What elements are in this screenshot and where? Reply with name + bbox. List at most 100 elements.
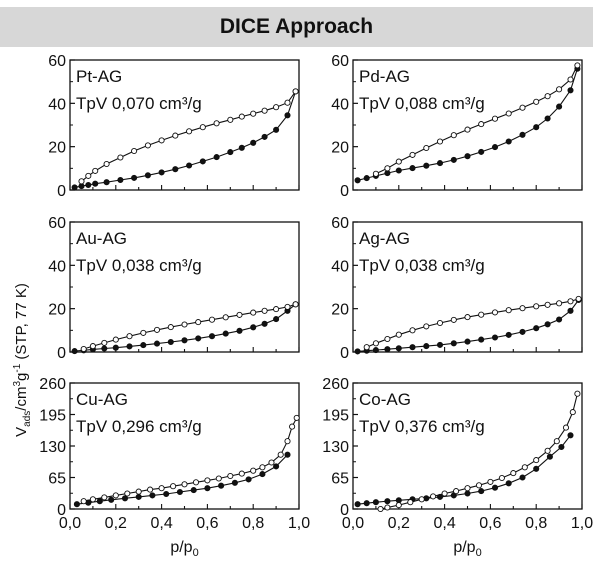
desorption-point — [78, 178, 85, 185]
adsorption-point — [131, 174, 138, 181]
desorption-point — [395, 331, 402, 338]
desorption-point — [556, 300, 563, 307]
desorption-point — [407, 499, 414, 506]
desorption-point — [436, 319, 444, 327]
desorption-point — [395, 502, 402, 509]
y-tick-label: 130 — [322, 439, 349, 456]
x-tick-label: 0,2 — [105, 515, 127, 532]
desorption-point — [250, 467, 257, 474]
desorption-point — [259, 464, 266, 471]
desorption-point — [158, 137, 165, 144]
adsorption-point — [567, 307, 574, 314]
desorption-point — [505, 110, 512, 117]
adsorption-point — [92, 180, 99, 187]
adsorption-point — [505, 138, 512, 145]
desorption-point — [80, 498, 87, 505]
desorption-point — [510, 470, 517, 477]
desorption-point — [222, 314, 229, 321]
adsorption-point — [284, 112, 291, 119]
adsorption-point — [533, 465, 540, 472]
y-tick-label: 0 — [57, 183, 66, 200]
adsorption-point — [204, 485, 211, 492]
adsorption-point — [395, 167, 402, 174]
x-tick-label: 0,0 — [59, 515, 81, 532]
y-tick-label: 20 — [48, 140, 66, 157]
y-axis-label: Vads/cm3g-1 (STP, 77 K) — [12, 283, 33, 437]
desorption-point — [567, 298, 574, 305]
tpv-label: TpV 0,296 cm³/g — [76, 417, 202, 436]
desorption-point — [195, 319, 202, 326]
desorption-point — [553, 438, 560, 445]
adsorption-point — [363, 175, 370, 182]
desorption-point — [144, 142, 151, 149]
y-tick-label: 0 — [57, 502, 66, 519]
desorption-point — [409, 151, 416, 158]
adsorption-point — [409, 165, 416, 172]
desorption-point — [250, 110, 257, 117]
y-tick-label: 60 — [331, 215, 349, 232]
desorption-point — [227, 472, 234, 480]
adsorption-point — [181, 337, 188, 344]
adsorption-point — [73, 501, 80, 508]
adsorption-point — [478, 488, 485, 495]
desorption-point — [453, 488, 460, 495]
x-tick-label: 0,0 — [342, 515, 364, 532]
adsorption-point — [176, 488, 183, 496]
adsorption-point — [236, 327, 243, 334]
desorption-point — [208, 316, 216, 323]
y-tick-label: 195 — [322, 408, 349, 425]
adsorption-point — [491, 484, 499, 491]
desorption-point — [533, 98, 540, 105]
adsorption-point — [186, 162, 193, 169]
adsorption-point — [261, 320, 268, 327]
adsorption-point — [213, 154, 220, 161]
desorption-point — [261, 107, 268, 114]
adsorption-point — [231, 479, 238, 486]
sample-label: Co-AG — [359, 390, 411, 409]
y-tick-label: 60 — [331, 53, 349, 70]
sample-label: Pd-AG — [359, 67, 410, 86]
sample-label: Au-AG — [76, 229, 127, 248]
y-tick-label: 260 — [39, 376, 66, 393]
y-tick-label: 0 — [340, 502, 349, 519]
y-tick-label: 60 — [48, 215, 66, 232]
desorption-point — [273, 306, 280, 313]
desorption-point — [293, 414, 300, 421]
desorption-point — [131, 147, 138, 155]
adsorption-point — [121, 495, 129, 502]
adsorption-point — [195, 335, 202, 342]
adsorption-point — [372, 347, 379, 354]
desorption-point — [498, 474, 505, 482]
desorption-point — [268, 459, 275, 466]
desorption-point — [80, 345, 87, 353]
adsorption-point — [153, 340, 161, 347]
desorption-point — [441, 490, 448, 497]
desorption-point — [464, 314, 471, 321]
adsorption-point — [144, 172, 151, 179]
adsorption-point — [436, 160, 444, 167]
desorption-point — [569, 409, 576, 416]
y-tick-label: 130 — [39, 439, 66, 456]
desorption-point — [238, 113, 245, 120]
adsorption-point — [108, 496, 115, 503]
adsorption-point — [567, 432, 574, 439]
adsorption-point — [261, 133, 268, 140]
desorption-point — [450, 132, 457, 139]
sample-label: Cu-AG — [76, 390, 128, 409]
adsorption-point — [85, 181, 92, 189]
adsorption-point — [284, 451, 291, 458]
desorption-point — [519, 305, 526, 312]
x-tick-label: 0,8 — [242, 515, 264, 532]
desorption-point — [153, 326, 161, 333]
adsorption-point — [384, 498, 391, 505]
y-tick-label: 0 — [340, 345, 349, 362]
desorption-point — [450, 316, 457, 323]
y-tick-label: 0 — [340, 183, 349, 200]
adsorption-point — [558, 443, 565, 451]
desorption-point — [491, 309, 499, 316]
adsorption-point — [491, 334, 499, 341]
desorption-point — [181, 321, 188, 328]
adsorption-point — [409, 344, 416, 351]
adsorption-point — [218, 482, 225, 489]
